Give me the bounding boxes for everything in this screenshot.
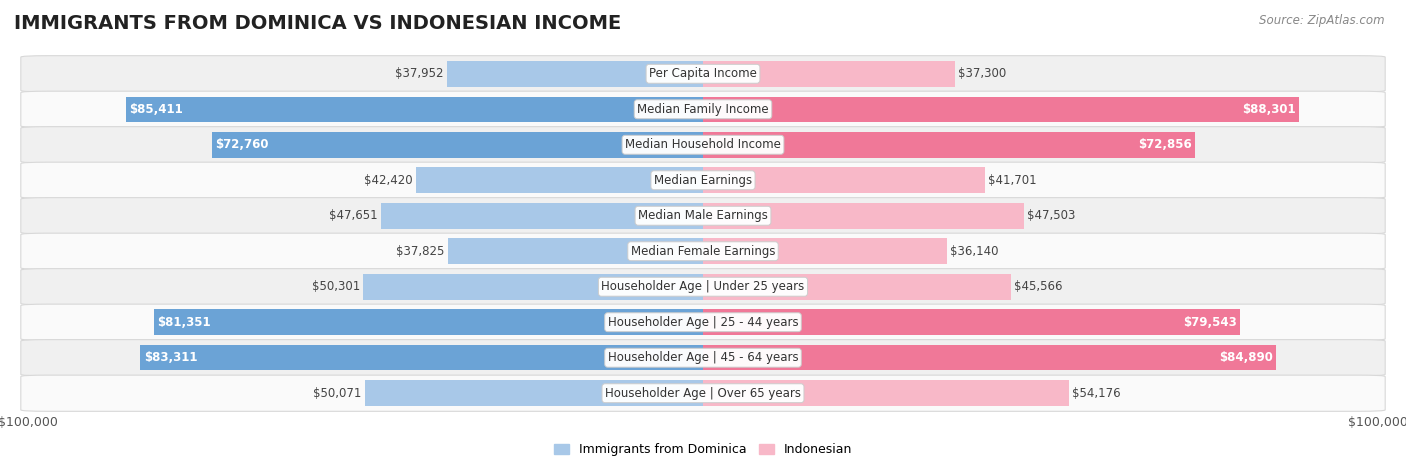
Bar — [447, 61, 703, 86]
Text: $85,411: $85,411 — [129, 103, 183, 116]
Text: $37,300: $37,300 — [959, 67, 1007, 80]
Text: $47,503: $47,503 — [1028, 209, 1076, 222]
Bar — [703, 381, 1069, 406]
Text: Median Male Earnings: Median Male Earnings — [638, 209, 768, 222]
Bar — [703, 345, 1277, 370]
FancyBboxPatch shape — [21, 233, 1385, 269]
Text: Per Capita Income: Per Capita Income — [650, 67, 756, 80]
Bar — [703, 168, 984, 193]
Bar — [703, 132, 1195, 157]
Text: $84,890: $84,890 — [1219, 351, 1272, 364]
Bar — [364, 381, 703, 406]
Text: $36,140: $36,140 — [950, 245, 1000, 258]
Bar — [703, 239, 948, 264]
Bar — [703, 61, 955, 86]
Text: $79,543: $79,543 — [1182, 316, 1237, 329]
Text: Householder Age | 25 - 44 years: Householder Age | 25 - 44 years — [607, 316, 799, 329]
Text: Householder Age | 45 - 64 years: Householder Age | 45 - 64 years — [607, 351, 799, 364]
Bar — [211, 132, 703, 157]
FancyBboxPatch shape — [21, 127, 1385, 163]
Text: $88,301: $88,301 — [1243, 103, 1296, 116]
FancyBboxPatch shape — [21, 162, 1385, 198]
Bar — [703, 274, 1011, 299]
Text: IMMIGRANTS FROM DOMINICA VS INDONESIAN INCOME: IMMIGRANTS FROM DOMINICA VS INDONESIAN I… — [14, 14, 621, 33]
Bar — [703, 310, 1240, 335]
Bar — [703, 97, 1299, 122]
Text: Median Female Earnings: Median Female Earnings — [631, 245, 775, 258]
Text: $47,651: $47,651 — [329, 209, 378, 222]
Text: $83,311: $83,311 — [143, 351, 197, 364]
Text: $41,701: $41,701 — [988, 174, 1036, 187]
Bar — [447, 239, 703, 264]
Text: Median Household Income: Median Household Income — [626, 138, 780, 151]
Bar — [363, 274, 703, 299]
Bar — [127, 97, 703, 122]
Text: $37,825: $37,825 — [395, 245, 444, 258]
Text: Householder Age | Under 25 years: Householder Age | Under 25 years — [602, 280, 804, 293]
FancyBboxPatch shape — [21, 375, 1385, 411]
Bar — [153, 310, 703, 335]
FancyBboxPatch shape — [21, 56, 1385, 92]
Text: $50,301: $50,301 — [312, 280, 360, 293]
FancyBboxPatch shape — [21, 198, 1385, 234]
Bar — [703, 203, 1024, 228]
Text: $72,760: $72,760 — [215, 138, 269, 151]
Text: $50,071: $50,071 — [314, 387, 361, 400]
Bar — [381, 203, 703, 228]
Text: $72,856: $72,856 — [1137, 138, 1192, 151]
Text: Source: ZipAtlas.com: Source: ZipAtlas.com — [1260, 14, 1385, 27]
Text: Median Earnings: Median Earnings — [654, 174, 752, 187]
Text: $37,952: $37,952 — [395, 67, 443, 80]
FancyBboxPatch shape — [21, 304, 1385, 340]
Text: Householder Age | Over 65 years: Householder Age | Over 65 years — [605, 387, 801, 400]
Legend: Immigrants from Dominica, Indonesian: Immigrants from Dominica, Indonesian — [548, 439, 858, 461]
FancyBboxPatch shape — [21, 91, 1385, 127]
FancyBboxPatch shape — [21, 340, 1385, 376]
Bar — [141, 345, 703, 370]
Text: $42,420: $42,420 — [364, 174, 413, 187]
Bar — [416, 168, 703, 193]
Text: $81,351: $81,351 — [157, 316, 211, 329]
Text: $45,566: $45,566 — [1014, 280, 1063, 293]
FancyBboxPatch shape — [21, 269, 1385, 305]
Text: Median Family Income: Median Family Income — [637, 103, 769, 116]
Text: $54,176: $54,176 — [1073, 387, 1121, 400]
